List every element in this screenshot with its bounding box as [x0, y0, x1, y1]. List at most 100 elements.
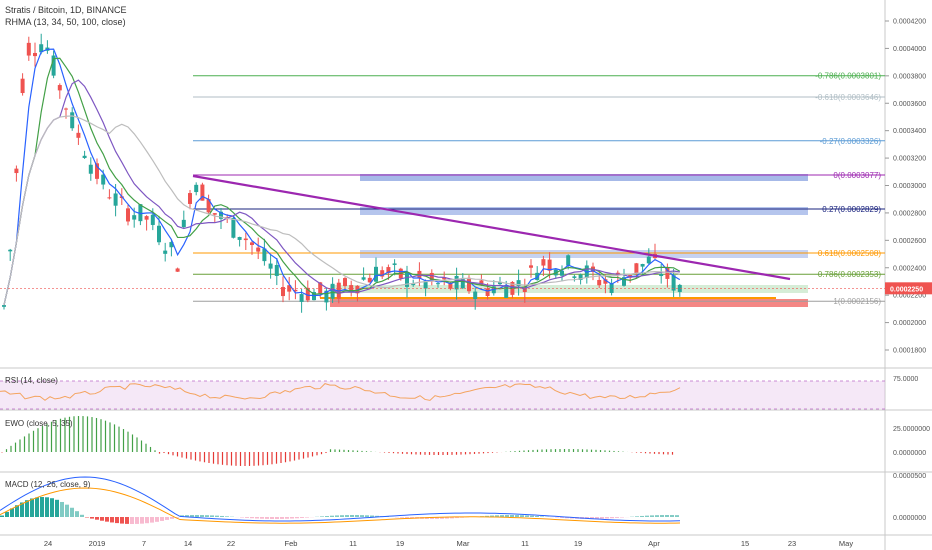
macd-histogram-bar — [110, 517, 114, 523]
moving-average-line — [3, 79, 680, 306]
candle-body — [299, 294, 304, 302]
macd-histogram-bar — [275, 517, 279, 519]
ewo-tick-label: 25.0000000 — [893, 426, 930, 433]
macd-histogram-bar — [135, 517, 139, 524]
macd-histogram-bar — [340, 515, 344, 517]
price-tick-label: 0.0003200 — [893, 156, 926, 163]
price-tick-label: 0.0004000 — [893, 46, 926, 53]
candle-body — [529, 265, 533, 268]
macd-histogram-bar — [185, 515, 189, 517]
candle-body — [200, 184, 205, 201]
moving-average-line — [3, 57, 681, 306]
candle-body — [566, 255, 571, 266]
date-tick-label: Mar — [457, 539, 470, 548]
candle-body — [2, 305, 6, 307]
candle-body — [677, 284, 682, 292]
rsi-legend[interactable]: RSI (14, close) — [5, 376, 58, 385]
macd-histogram-bar — [650, 515, 654, 517]
candle-body — [237, 237, 242, 240]
macd-histogram-bar — [600, 517, 604, 519]
macd-histogram-bar — [255, 517, 259, 519]
macd-histogram-bar — [150, 517, 154, 523]
candle-body — [547, 259, 552, 271]
candle-body — [634, 263, 639, 274]
fib-level-label: 0.786(0.0002353) — [818, 270, 882, 279]
candle-body — [126, 208, 130, 222]
macd-histogram-bar — [220, 515, 224, 517]
fib-level-label: 0(0.0003077) — [833, 171, 881, 180]
date-tick-label: Feb — [285, 539, 298, 548]
date-tick-label: 23 — [788, 539, 796, 548]
macd-histogram-bar — [285, 517, 289, 519]
macd-histogram-bar — [445, 517, 449, 519]
rhma-legend[interactable]: RHMA (13, 34, 50, 100, close) — [5, 17, 126, 27]
candle-body — [367, 277, 372, 283]
date-tick-label: 11 — [349, 539, 357, 548]
macd-histogram-bar — [15, 505, 19, 517]
macd-legend[interactable]: MACD (12, 26, close, 9) — [5, 480, 91, 489]
candle-body — [88, 164, 93, 174]
candle-body — [107, 197, 112, 199]
macd-histogram-bar — [345, 515, 349, 517]
resistance-zone — [360, 207, 808, 215]
macd-histogram-bar — [330, 515, 334, 517]
macd-histogram-bar — [610, 517, 614, 519]
candle-body — [82, 155, 87, 158]
macd-histogram-bar — [335, 515, 339, 517]
candle-body — [411, 283, 416, 286]
candle-body — [144, 216, 149, 220]
macd-histogram-bar — [555, 517, 559, 518]
ewo-legend[interactable]: EWO (close, 5, 35) — [5, 419, 73, 428]
candle-body — [392, 263, 397, 265]
candle-body — [51, 55, 56, 76]
macd-histogram-bar — [70, 507, 74, 517]
macd-histogram-bar — [520, 515, 524, 517]
macd-histogram-bar — [240, 517, 244, 518]
date-tick-label: 2019 — [89, 539, 106, 548]
macd-histogram-bar — [605, 517, 609, 519]
macd-histogram-bar — [270, 517, 274, 519]
candle-body — [659, 273, 664, 277]
candle-body — [349, 285, 354, 291]
macd-histogram-bar — [75, 511, 79, 517]
macd-histogram-bar — [50, 498, 54, 517]
macd-histogram-bar — [440, 517, 444, 519]
candle-body — [243, 238, 248, 241]
macd-histogram-bar — [175, 517, 179, 518]
macd-histogram-bar — [485, 515, 489, 517]
candle-body — [473, 291, 478, 299]
price-tick-label: 0.0003000 — [893, 183, 926, 190]
macd-histogram-bar — [115, 517, 119, 524]
candle-body — [14, 168, 19, 174]
macd-histogram-bar — [515, 515, 519, 517]
symbol-title[interactable]: Stratis / Bitcoin, 1D, BINANCE — [5, 5, 127, 15]
descending-trendline — [192, 174, 791, 281]
candle-body — [429, 272, 434, 282]
macd-histogram-bar — [145, 517, 149, 524]
candle-body — [522, 287, 527, 292]
date-tick-label: May — [839, 539, 853, 548]
candle-body — [485, 288, 490, 297]
macd-histogram-bar — [105, 517, 109, 522]
macd-histogram-bar — [355, 515, 359, 517]
macd-histogram-bar — [350, 515, 354, 517]
macd-tick-label: 0.0000500 — [893, 473, 926, 480]
date-tick-label: 14 — [184, 539, 192, 548]
macd-histogram-bar — [125, 517, 129, 524]
candle-body — [113, 193, 118, 206]
macd-histogram-bar — [505, 515, 509, 517]
candle-body — [281, 287, 285, 297]
macd-histogram-bar — [655, 515, 659, 517]
macd-histogram-bar — [435, 517, 439, 519]
candle-body — [448, 283, 453, 289]
candle-body — [324, 290, 329, 303]
price-tick-label: 0.0001800 — [893, 348, 926, 355]
date-tick-label: Apr — [648, 539, 660, 548]
candle-body — [70, 112, 75, 129]
macd-histogram-bar — [80, 514, 84, 517]
macd-histogram-bar — [5, 511, 9, 517]
macd-histogram-bar — [60, 501, 64, 517]
candle-body — [436, 283, 440, 285]
price-tick-label: 0.0002600 — [893, 238, 926, 245]
candle-body — [163, 250, 168, 254]
